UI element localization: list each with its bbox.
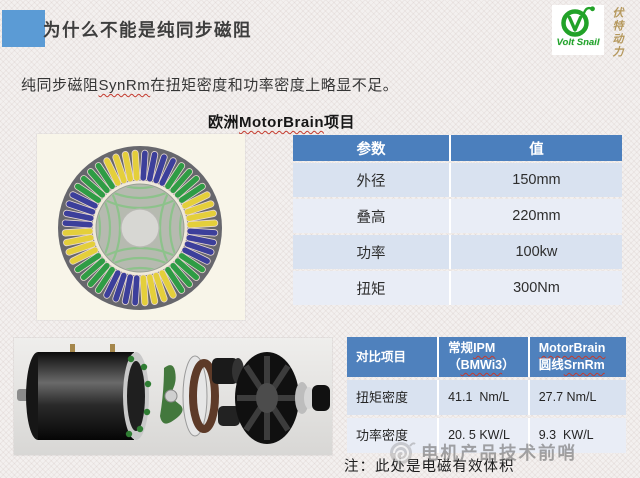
compare-header-item: 对比项目 xyxy=(347,337,440,377)
param-name: 扭矩 xyxy=(293,271,451,305)
table-row: 功率密度 20. 5 KW/L 9.3 KW/L xyxy=(347,418,626,453)
compare-header-motorbrain-line1: MotorBrain xyxy=(538,341,606,356)
motor-cross-section-image xyxy=(37,134,245,320)
page-title: 为什么不能是纯同步磁阻 xyxy=(43,20,252,40)
compare-header-motorbrain-line2: 圆线SrnRm xyxy=(538,358,605,372)
compare-motorbrain-value: 27.7 Nm/L xyxy=(529,380,626,415)
compare-row-label: 功率密度 xyxy=(347,418,440,453)
logo-wordmark: Volt Snail xyxy=(556,37,600,48)
section-label: 欧洲MotorBrain项目 xyxy=(208,111,355,132)
intro-text: 纯同步磁阻SynRm在扭矩密度和功率密度上略显不足。 xyxy=(21,74,398,95)
intro-post: 在扭矩密度和功率密度上略显不足。 xyxy=(150,77,399,94)
motor-exploded-view-image xyxy=(14,338,332,455)
footnote: 注：此处是电磁有效体积 xyxy=(344,459,515,475)
params-header-value: 值 xyxy=(450,135,622,161)
section-label-pre: 欧洲 xyxy=(208,114,240,131)
title-accent-square xyxy=(2,10,45,47)
volt-snail-icon xyxy=(561,6,595,37)
compare-header-ipm-line2: （BMWi3） xyxy=(448,358,515,372)
param-name: 功率 xyxy=(293,235,451,269)
intro-highlight: SynRm xyxy=(98,77,151,94)
motor-cross-section-drawing xyxy=(37,134,245,320)
param-value: 100kw xyxy=(450,235,622,269)
compare-row-label: 扭矩密度 xyxy=(347,380,440,415)
table-row: 功率 100kw xyxy=(293,235,622,269)
params-header-param: 参数 xyxy=(293,135,451,161)
compare-table: 对比项目 常规IPM （BMWi3） MotorBrain 圆线SrnRm 扭矩… xyxy=(347,337,626,456)
compare-header-motorbrain: MotorBrain 圆线SrnRm xyxy=(529,337,626,377)
intro-pre: 纯同步磁阻 xyxy=(21,77,99,94)
section-label-highlight: MotorBrain xyxy=(239,114,325,131)
compare-motorbrain-value: 9.3 KW/L xyxy=(529,418,626,453)
compare-header-item-label: 对比项目 xyxy=(356,349,407,364)
compare-table-header-row: 对比项目 常规IPM （BMWi3） MotorBrain 圆线SrnRm xyxy=(347,337,626,377)
volt-snail-logo: Volt Snail xyxy=(552,5,604,55)
table-row: 外径 150mm xyxy=(293,163,622,197)
table-row: 叠高 220mm xyxy=(293,199,622,233)
params-table: 参数 值 外径 150mm 叠高 220mm 功率 100kw 扭矩 300Nm xyxy=(293,135,622,307)
table-row: 扭矩 300Nm xyxy=(293,271,622,305)
logo-tagline-vertical: 伏特动力 xyxy=(611,7,623,59)
param-name: 外径 xyxy=(293,163,451,197)
params-table-header-row: 参数 值 xyxy=(293,135,622,161)
compare-header-ipm-line1: 常规IPM xyxy=(448,341,496,356)
param-value: 220mm xyxy=(450,199,622,233)
section-label-post: 项目 xyxy=(324,114,356,131)
param-value: 150mm xyxy=(450,163,622,197)
param-name: 叠高 xyxy=(293,199,451,233)
table-row: 扭矩密度 41.1 Nm/L 27.7 Nm/L xyxy=(347,380,626,415)
compare-ipm-value: 20. 5 KW/L xyxy=(439,418,530,453)
param-value: 300Nm xyxy=(450,271,622,305)
compare-header-ipm: 常规IPM （BMWi3） xyxy=(439,337,530,377)
motor-exploded-drawing xyxy=(14,338,332,455)
compare-ipm-value: 41.1 Nm/L xyxy=(439,380,530,415)
